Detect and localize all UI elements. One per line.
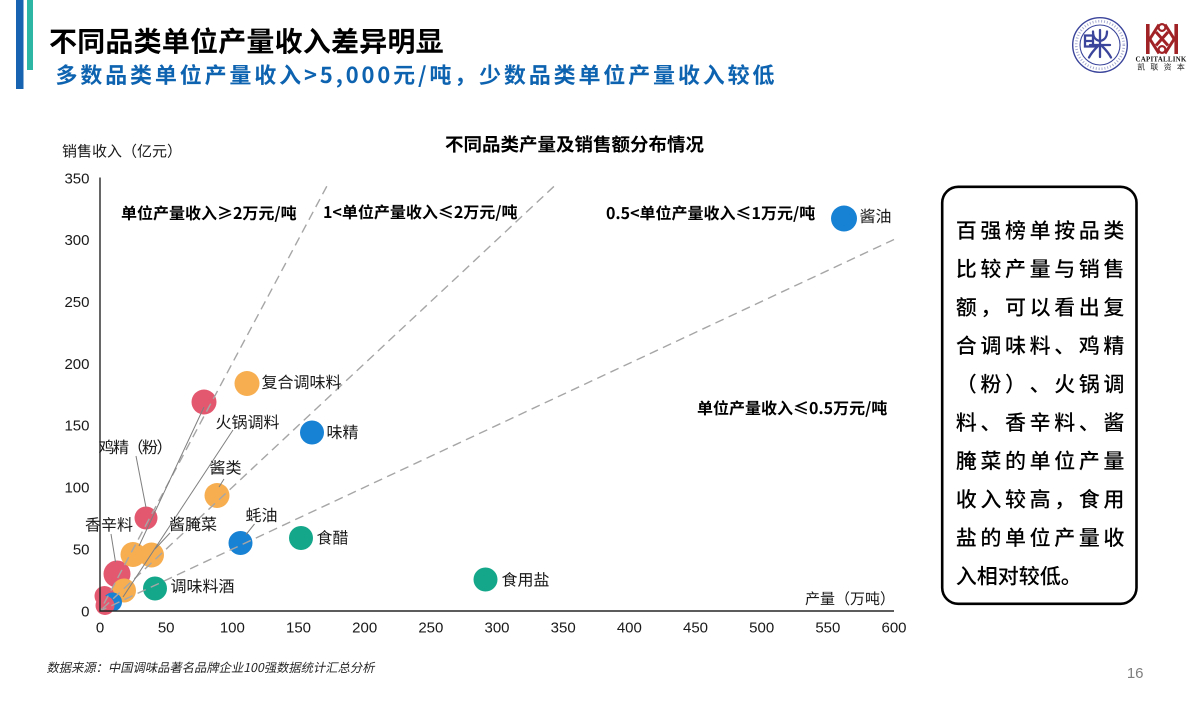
svg-text:550: 550 [815, 620, 840, 637]
svg-text:250: 250 [418, 620, 443, 637]
svg-text:200: 200 [64, 356, 89, 373]
svg-text:300: 300 [484, 620, 509, 637]
svg-text:50: 50 [73, 541, 90, 558]
svg-text:150: 150 [64, 418, 89, 435]
svg-text:0: 0 [81, 603, 89, 620]
svg-text:50: 50 [158, 620, 175, 637]
svg-text:500: 500 [749, 620, 774, 637]
svg-text:100: 100 [64, 480, 89, 497]
svg-text:16: 16 [1127, 665, 1144, 682]
svg-text:250: 250 [64, 294, 89, 311]
svg-text:300: 300 [64, 232, 89, 249]
svg-text:150: 150 [286, 620, 311, 637]
svg-text:CAPITALLINK: CAPITALLINK [1135, 56, 1186, 64]
svg-text:450: 450 [683, 620, 708, 637]
svg-text:350: 350 [64, 170, 89, 187]
svg-text:600: 600 [881, 620, 906, 637]
svg-text:400: 400 [617, 620, 642, 637]
svg-text:200: 200 [352, 620, 377, 637]
svg-text:0: 0 [96, 620, 104, 637]
svg-text:100: 100 [220, 620, 245, 637]
svg-text:350: 350 [551, 620, 576, 637]
